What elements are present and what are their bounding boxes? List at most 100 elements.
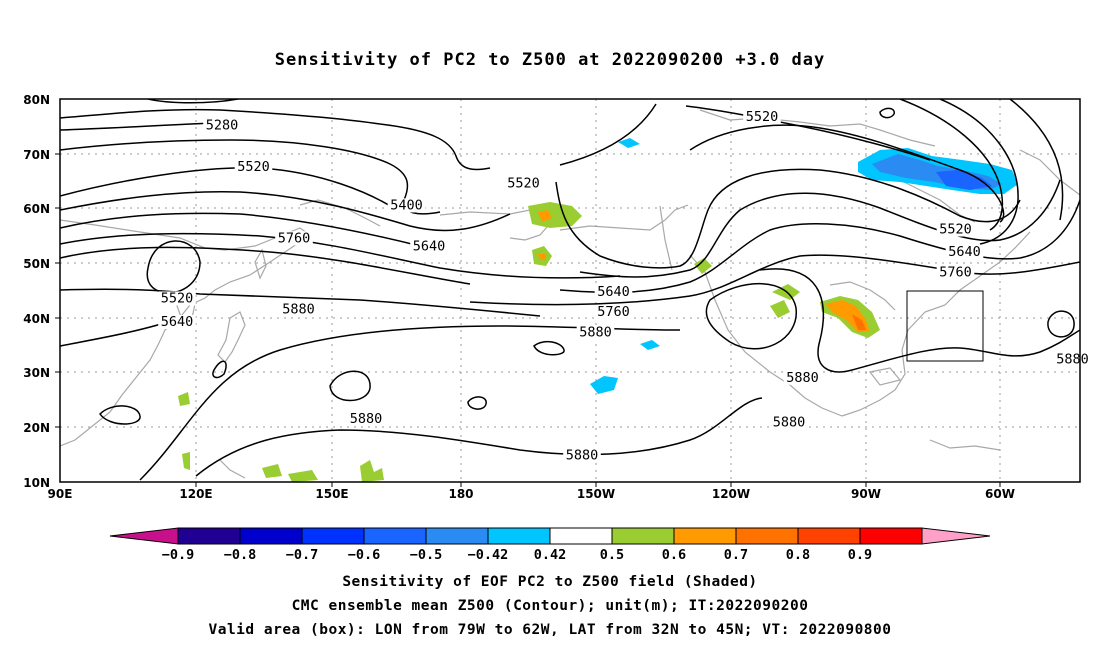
lat-label-20n: 20N	[23, 421, 50, 435]
contour-label-bg	[158, 291, 196, 306]
contour-label: 5640	[948, 244, 981, 260]
contour-label: 5760	[939, 265, 972, 281]
contour-label-bg	[410, 239, 448, 254]
contour-label: 5520	[161, 290, 194, 306]
coastlines	[60, 109, 1080, 479]
longitude-labels: 90E 120E 150E 180 150W 120W 90W 60W	[48, 487, 1015, 501]
colorbar-cell	[425, 527, 489, 545]
lat-label-10n: 10N	[23, 476, 50, 490]
contour-label: 5520	[237, 159, 270, 175]
contour-label-bg	[594, 305, 633, 320]
contour-label: 5640	[413, 238, 446, 254]
contour-label: 5400	[390, 197, 423, 213]
colorbar-cell	[859, 527, 923, 545]
colorbar-cell	[611, 527, 675, 545]
valid-area-box	[906, 290, 984, 362]
colorbar-cell	[301, 527, 365, 545]
colorbar-label: 0.42	[534, 547, 567, 563]
footer-valid-area-description: Valid area (box): LON from 79W to 62W, L…	[208, 622, 892, 638]
plot-frame	[59, 98, 1081, 483]
colorbar-label: −0.7	[286, 547, 319, 563]
contour-label: 5880	[1056, 352, 1089, 368]
colorbar-label: 0.5	[600, 547, 624, 563]
contour-label-bg	[347, 411, 385, 426]
colorbar-label: −0.8	[224, 547, 257, 563]
contour-label-bg	[279, 302, 318, 317]
footer-shading-description: Sensitivity of EOF PC2 to Z500 field (Sh…	[342, 574, 758, 590]
colorbar-label: 0.8	[786, 547, 810, 563]
contour-label: 5520	[939, 222, 972, 238]
colorbar-label: −0.5	[410, 547, 443, 563]
contour-label: 5880	[350, 411, 383, 427]
contour-labels: 5280 5520 5400 5520 5520 5760 5640 5520 5640 5880…	[158, 109, 1092, 463]
contour-label-bg	[945, 244, 984, 259]
colorbar-label: 0.6	[662, 547, 686, 563]
colorbar-cell	[363, 527, 427, 545]
colorbar-label: 0.7	[724, 547, 748, 563]
contour-label: 5520	[746, 109, 779, 125]
contour-label-bg	[234, 160, 273, 175]
positive-sensitivity-region	[178, 202, 970, 482]
negative-sensitivity-region	[590, 138, 1018, 394]
colorbar-cell	[735, 527, 799, 545]
colorbar-cell	[177, 527, 241, 545]
contour-label-bg	[594, 284, 633, 299]
contour-label: 5760	[278, 230, 311, 246]
lon-label-120e: 120E	[179, 487, 212, 501]
lon-label-150e: 150E	[315, 487, 348, 501]
contour-label-bg	[770, 415, 808, 430]
lat-label-80n: 80N	[23, 93, 50, 107]
colorbar-label: −0.42	[468, 547, 509, 563]
lat-label-60n: 60N	[23, 202, 50, 216]
sensitivity-shading	[178, 138, 1018, 482]
lon-label-120w: 120W	[712, 487, 750, 501]
lon-label-90w: 90W	[851, 487, 881, 501]
contour-label-bg	[576, 325, 615, 340]
lat-label-40n: 40N	[23, 312, 50, 326]
colorbar-cell	[549, 527, 613, 545]
footer-contour-description: CMC ensemble mean Z500 (Contour); unit(m…	[291, 598, 809, 614]
lon-label-180: 180	[448, 487, 473, 501]
colorbar-low-end-triangle	[109, 527, 179, 545]
colorbar-high-end-triangle	[921, 527, 991, 545]
contour-label-bg	[275, 231, 313, 246]
contour-label-bg	[783, 370, 822, 385]
colorbar-cell	[487, 527, 551, 545]
contour-label: 5880	[579, 324, 612, 340]
graticule	[60, 99, 1080, 482]
contour-label-bg	[743, 109, 781, 124]
contour-label: 5280	[206, 118, 239, 134]
lat-label-30n: 30N	[23, 366, 50, 380]
colorbar-label: 0.9	[848, 547, 872, 563]
colorbar-cell	[797, 527, 861, 545]
latitude-labels: 80N 70N 60N 50N 40N 30N 20N 10N	[23, 93, 50, 490]
lat-label-70n: 70N	[23, 148, 50, 162]
contour-label-bg	[158, 314, 196, 329]
colorbar-cell	[239, 527, 303, 545]
contour-label: 5760	[597, 304, 630, 320]
colorbar: −0.9 −0.8 −0.7 −0.6 −0.5 −0.42 0.42 0.5 0.6 0.7 0.…	[109, 527, 991, 563]
contour-label-bg	[203, 118, 241, 133]
colorbar-label: −0.9	[162, 547, 195, 563]
lon-label-90e: 90E	[48, 487, 73, 501]
contour-label-bg	[1053, 352, 1092, 367]
colorbar-cell	[673, 527, 737, 545]
contour-label: 5640	[597, 284, 630, 300]
contour-label: 5880	[282, 301, 315, 317]
contour-label-bg	[936, 222, 975, 237]
contour-label-bg	[504, 176, 543, 191]
contour-label: 5880	[566, 447, 599, 463]
map-title: Sensitivity of PC2 to Z500 at 2022090200…	[274, 50, 826, 70]
contour-label: 5880	[786, 370, 819, 386]
contour-label: 5640	[161, 314, 194, 330]
contour-label-bg	[936, 265, 975, 280]
contour-label: 5880	[773, 415, 806, 431]
contour-label: 5520	[507, 176, 540, 192]
contour-label-bg	[387, 198, 426, 213]
lon-label-60w: 60W	[985, 487, 1015, 501]
z500-contours	[60, 99, 1080, 481]
lon-label-150w: 150W	[577, 487, 615, 501]
lat-label-50n: 50N	[23, 257, 50, 271]
contour-label-bg	[563, 448, 601, 463]
